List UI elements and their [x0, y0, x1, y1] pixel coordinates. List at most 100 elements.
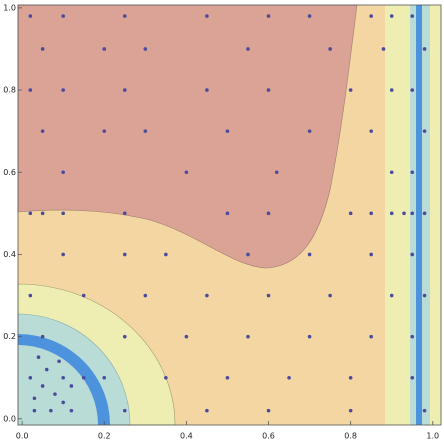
point [422, 408, 427, 413]
point [266, 408, 271, 413]
point [307, 129, 312, 133]
point [49, 408, 53, 413]
point [402, 211, 406, 216]
point [184, 334, 189, 339]
point [122, 88, 127, 92]
region-red [17, 4, 358, 269]
point [266, 211, 271, 216]
y-tick-label: 0.4 [3, 250, 16, 259]
point [44, 367, 49, 372]
point [328, 47, 332, 51]
point [40, 211, 45, 216]
point [422, 211, 427, 216]
point [307, 14, 312, 18]
point [81, 375, 86, 380]
point [61, 170, 65, 175]
point [389, 170, 394, 175]
y-tick-label: 0.0 [3, 414, 16, 423]
point [61, 211, 65, 216]
point [57, 359, 61, 364]
point [328, 293, 332, 298]
point [40, 384, 45, 388]
point [61, 14, 65, 18]
region-blue [416, 5, 422, 425]
y-tick-label: 0.2 [3, 332, 16, 341]
point [122, 211, 127, 216]
point [205, 293, 209, 298]
point [205, 88, 209, 92]
plot-frame [17, 4, 442, 426]
point [381, 47, 386, 51]
point [61, 400, 65, 405]
point [102, 375, 107, 380]
x-tick-label: 0.0 [16, 432, 29, 441]
point [36, 355, 41, 359]
point [266, 88, 271, 92]
point [28, 293, 33, 298]
point [410, 375, 415, 380]
point [28, 88, 33, 92]
point [266, 14, 271, 18]
point [28, 375, 33, 380]
point [246, 334, 250, 339]
point [225, 211, 230, 216]
point [184, 170, 189, 175]
region-yellow [430, 5, 441, 425]
point [122, 252, 127, 257]
point [307, 334, 312, 339]
point [246, 252, 250, 257]
contour-background [17, 4, 441, 426]
point [369, 129, 373, 133]
point [369, 211, 373, 216]
point [28, 211, 33, 216]
point [28, 14, 33, 18]
point [410, 334, 415, 339]
point [348, 211, 353, 216]
point [164, 375, 168, 380]
point [40, 129, 45, 133]
x-tick-label: 1.0 [426, 432, 439, 441]
y-tick-label: 1.0 [3, 3, 16, 12]
point [389, 293, 394, 298]
point [266, 293, 271, 298]
point [369, 334, 373, 339]
region-yellow [385, 5, 410, 425]
point [422, 47, 427, 51]
point [61, 375, 65, 380]
point [69, 384, 74, 388]
point [389, 14, 394, 18]
point [369, 14, 373, 18]
point [69, 408, 74, 413]
y-tick-label: 0.6 [3, 168, 16, 177]
point [143, 47, 148, 51]
point [369, 252, 373, 257]
point [40, 334, 45, 339]
point [274, 170, 279, 175]
point [287, 375, 291, 380]
y-tick-label: 0.8 [3, 86, 16, 95]
point [348, 88, 353, 92]
point [389, 88, 394, 92]
point [61, 88, 65, 92]
point [143, 293, 148, 298]
point [422, 129, 427, 133]
point [32, 408, 37, 413]
x-tick-label: 0.6 [262, 432, 275, 441]
point [246, 47, 250, 51]
point [122, 334, 127, 339]
point [102, 47, 107, 51]
point [102, 129, 107, 133]
point [143, 129, 148, 133]
point [348, 375, 353, 380]
point [422, 293, 427, 298]
x-tick-label: 0.8 [344, 432, 357, 441]
point [348, 408, 353, 413]
point [225, 375, 230, 380]
region-light-blue [18, 345, 98, 425]
point [389, 211, 394, 216]
point [81, 293, 86, 298]
point [225, 129, 230, 133]
point [53, 392, 57, 396]
point [410, 88, 415, 92]
point [205, 14, 209, 18]
